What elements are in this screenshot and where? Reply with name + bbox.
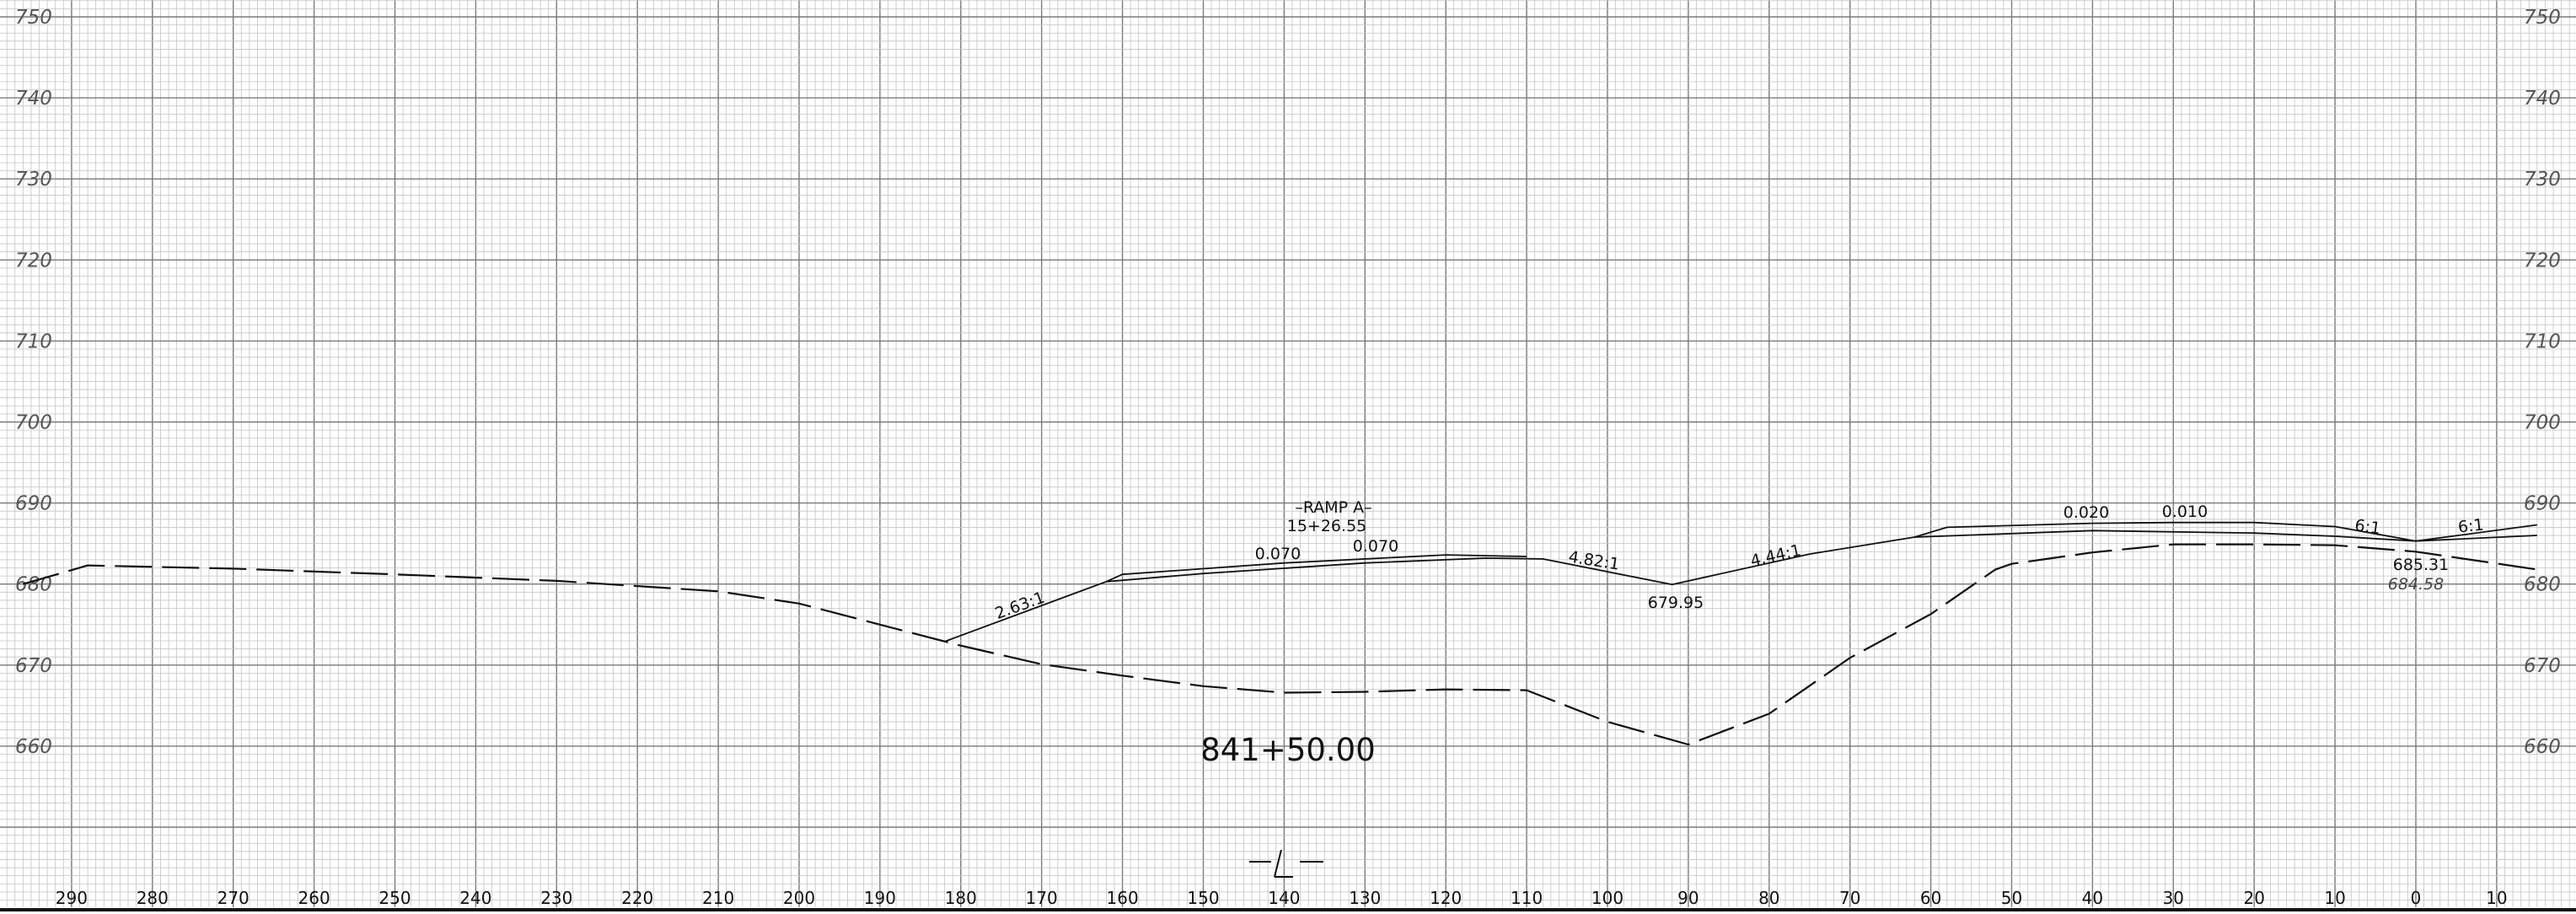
centerline-elevation-existing: 684.58 xyxy=(2388,575,2444,594)
offset-tick-label: 60 xyxy=(1920,888,1941,908)
offset-tick-label: 40 xyxy=(2082,888,2103,908)
offset-tick-label: 140 xyxy=(1268,888,1300,908)
offset-tick-label: 50 xyxy=(2001,888,2022,908)
elevation-tick-label-left: 730 xyxy=(15,169,52,191)
offset-tick-label: 130 xyxy=(1349,888,1381,908)
offset-tick-label: 260 xyxy=(298,888,330,908)
cross-slope-right: 0.070 xyxy=(1353,537,1398,556)
offset-tick-label: 270 xyxy=(217,888,250,908)
offset-tick-label: 80 xyxy=(1758,888,1779,908)
offset-tick-label: 190 xyxy=(864,888,896,908)
cross-slope-road-2: 0.010 xyxy=(2162,503,2208,521)
existing-ground-line xyxy=(23,543,2537,746)
alignment-label: –RAMP A– xyxy=(1295,498,1371,517)
slope-label-6-1-a: 6:1 xyxy=(2353,516,2381,538)
station-label: 841+50.00 xyxy=(1200,732,1376,768)
offset-tick-label: 100 xyxy=(1591,888,1623,908)
elevation-tick-label-left: 690 xyxy=(15,493,52,515)
offset-tick-label: 180 xyxy=(945,888,977,908)
slope-label-left: 2.63:1 xyxy=(993,589,1048,623)
offset-tick-label: 160 xyxy=(1107,888,1139,908)
elevation-tick-label-right: 680 xyxy=(2524,574,2561,596)
proposed-grade-line xyxy=(1914,521,2537,542)
offset-tick-label: 120 xyxy=(1430,888,1462,908)
slope-label-6-1-b: 6:1 xyxy=(2457,515,2485,536)
elevation-tick-label-right: 740 xyxy=(2524,88,2561,110)
elevation-tick-label-right: 730 xyxy=(2524,169,2561,191)
elevation-tick-label-left: 750 xyxy=(15,7,52,29)
elevation-tick-label-right: 670 xyxy=(2524,655,2561,677)
elevation-tick-label-left: 740 xyxy=(15,88,52,110)
ditch-slope-right: 4.44:1 xyxy=(1749,541,1803,571)
alignment-station: 15+26.55 xyxy=(1287,517,1367,535)
offset-tick-label: 150 xyxy=(1187,888,1219,908)
cross-slope-left: 0.070 xyxy=(1255,545,1301,563)
elevation-tick-label-left: 710 xyxy=(15,331,52,352)
proposed-grade-line xyxy=(1106,554,1527,583)
elevation-tick-label-right: 710 xyxy=(2524,331,2561,352)
offset-tick-label: 250 xyxy=(378,888,411,908)
offset-tick-label: 290 xyxy=(56,888,88,908)
elevation-axis-labels: 750 750 740 740 730 730 720 720 710 710 700 700 690 6… xyxy=(15,7,2561,758)
centerline-icon xyxy=(1249,849,1323,878)
offset-tick-label: 280 xyxy=(137,888,169,908)
offset-tick-label: 240 xyxy=(459,888,491,908)
offset-tick-label: 0 xyxy=(2411,888,2422,908)
elevation-tick-label-left: 720 xyxy=(15,250,52,272)
offset-tick-label: 200 xyxy=(783,888,815,908)
offset-tick-label: 170 xyxy=(1026,888,1058,908)
elevation-tick-label-left: 670 xyxy=(15,655,52,677)
offset-tick-label: 10 xyxy=(2486,888,2507,908)
offset-tick-label: 210 xyxy=(702,888,734,908)
offset-tick-label: 10 xyxy=(2324,888,2345,908)
proposed-grade-line xyxy=(944,530,2537,642)
cross-slope-road-1: 0.020 xyxy=(2063,503,2109,522)
profile-lines xyxy=(23,521,2537,746)
offset-axis-labels: 290 280 270 260 250 240 230 220 210 200 190 180 170 1… xyxy=(56,888,2508,908)
elevation-tick-label-right: 720 xyxy=(2524,250,2561,272)
offset-tick-label: 20 xyxy=(2243,888,2264,908)
offset-tick-label: 90 xyxy=(1677,888,1699,908)
ditch-elevation: 679.95 xyxy=(1648,594,1704,612)
offset-tick-label: 220 xyxy=(621,888,653,908)
elevation-tick-label-right: 750 xyxy=(2524,7,2561,29)
offset-tick-label: 230 xyxy=(540,888,572,908)
elevation-tick-label-left: 700 xyxy=(15,412,52,434)
elevation-tick-label-right: 660 xyxy=(2524,736,2561,758)
offset-tick-label: 110 xyxy=(1511,888,1543,908)
elevation-tick-label-right: 700 xyxy=(2524,412,2561,434)
offset-tick-label: 30 xyxy=(2163,888,2184,908)
elevation-tick-label-right: 690 xyxy=(2524,493,2561,515)
elevation-tick-label-left: 660 xyxy=(15,736,52,758)
centerline-elevation-proposed: 685.31 xyxy=(2393,556,2449,574)
offset-tick-label: 70 xyxy=(1839,888,1860,908)
